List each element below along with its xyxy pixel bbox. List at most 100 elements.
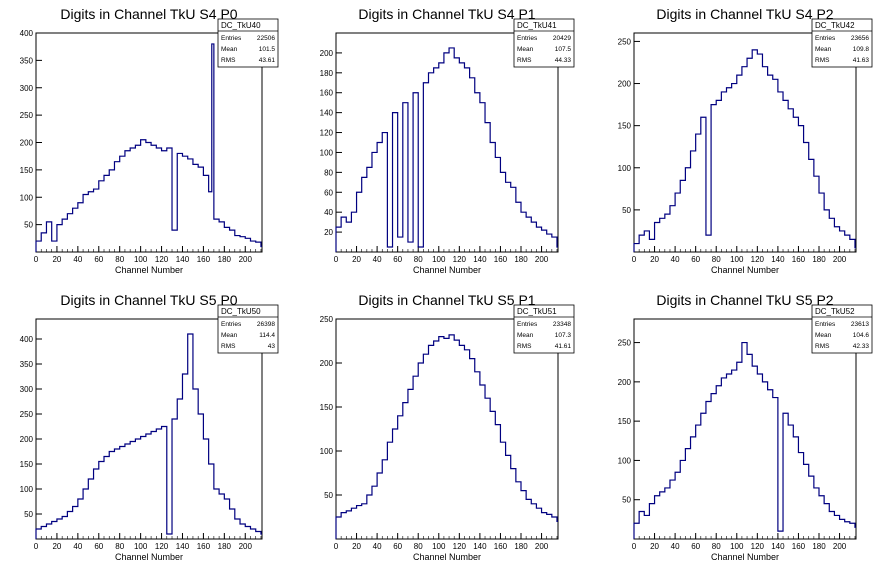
- y-tick-label: 200: [20, 139, 34, 148]
- chart-title: Digits in Channel TkU S4 P1: [358, 6, 535, 22]
- histogram-line: [633, 341, 856, 539]
- stats-box-name: DC_TkU40: [221, 21, 261, 30]
- y-tick-label: 200: [320, 359, 334, 368]
- y-tick-label: 250: [20, 410, 34, 419]
- stats-box: DC_TkU51 Entries 23348 Mean 107.3 RMS 41.61: [513, 304, 575, 354]
- y-tick-label: 250: [320, 315, 334, 324]
- y-tick-label: 50: [622, 496, 631, 505]
- x-tick-label: 20: [650, 542, 659, 551]
- stats-row-value: 22506: [257, 35, 275, 42]
- stats-row-value: 101.5: [259, 46, 276, 53]
- histogram-panel-3: Digits in Channel TkU S5 P0 0 20 40 60 80 100 1…: [20, 292, 279, 562]
- y-tick-label: 50: [324, 491, 333, 500]
- chart-title: Digits in Channel TkU S4 P0: [60, 6, 237, 22]
- stats-row-value: 114.4: [259, 332, 275, 339]
- histogram-line: [335, 47, 558, 252]
- x-tick-label: 80: [414, 542, 423, 551]
- x-tick-label: 160: [494, 255, 508, 264]
- y-tick-label: 150: [618, 122, 632, 131]
- stats-box-name: DC_TkU42: [815, 21, 855, 30]
- stats-row-label: RMS: [517, 343, 532, 350]
- stats-row-label: Mean: [517, 46, 534, 53]
- histogram-panel-5: Digits in Channel TkU S5 P2 0 20 40 60 80 100 1…: [618, 292, 873, 562]
- stats-row-value: 43: [268, 343, 276, 350]
- histogram-line: [335, 334, 558, 539]
- chart-title: Digits in Channel TkU S5 P2: [656, 292, 833, 308]
- x-tick-label: 20: [352, 542, 361, 551]
- stats-box-frame: [513, 18, 575, 68]
- stats-row-value: 42.33: [853, 343, 870, 350]
- stats-box: DC_TkU41 Entries 20429 Mean 107.5 RMS 44.33: [513, 18, 575, 68]
- x-tick-label: 20: [52, 255, 61, 264]
- x-tick-label: 120: [155, 542, 169, 551]
- stats-row-value: 23656: [851, 35, 869, 42]
- y-tick-label: 150: [618, 417, 632, 426]
- y-tick-label: 250: [618, 37, 632, 46]
- stats-row-value: 104.6: [853, 332, 870, 339]
- y-tick-label: 180: [320, 69, 334, 78]
- stats-row-value: 43.61: [259, 57, 276, 64]
- histogram-panel-0: Digits in Channel TkU S4 P0 0 20 40 60 80 100 1…: [20, 6, 279, 275]
- histogram-panel-1: Digits in Channel TkU S4 P1 0 20 40 60 80 100 1…: [320, 6, 575, 275]
- x-tick-label: 120: [155, 255, 169, 264]
- x-tick-label: 160: [197, 255, 211, 264]
- y-tick-label: 120: [320, 129, 334, 138]
- plot-frame: [633, 318, 857, 540]
- x-tick-label: 100: [134, 542, 148, 551]
- x-axis-label: Channel Number: [115, 265, 183, 275]
- x-tick-label: 180: [218, 255, 232, 264]
- stats-row-label: Mean: [517, 332, 534, 339]
- y-tick-label: 100: [20, 485, 34, 494]
- stats-row-value: 109.8: [853, 46, 870, 53]
- stats-row-label: Entries: [221, 35, 242, 42]
- x-tick-label: 40: [73, 542, 82, 551]
- y-tick-label: 140: [320, 109, 334, 118]
- x-tick-label: 80: [115, 255, 124, 264]
- y-tick-label: 250: [618, 339, 632, 348]
- stats-row-label: RMS: [815, 57, 830, 64]
- stats-row-label: RMS: [221, 343, 236, 350]
- plot-frame: [335, 32, 559, 253]
- x-tick-label: 160: [792, 542, 806, 551]
- y-tick-label: 300: [20, 385, 34, 394]
- histogram-panel-2: Digits in Channel TkU S4 P2 0 20 40 60 80 100 1…: [618, 6, 873, 275]
- stats-row-value: 23348: [553, 321, 571, 328]
- stats-row-label: RMS: [221, 57, 236, 64]
- stats-row-label: Entries: [517, 35, 538, 42]
- y-tick-label: 150: [20, 166, 34, 175]
- x-tick-label: 200: [535, 255, 549, 264]
- stats-box: DC_TkU42 Entries 23656 Mean 109.8 RMS 41.63: [811, 18, 873, 68]
- y-tick-label: 350: [20, 56, 34, 65]
- x-tick-label: 100: [134, 255, 148, 264]
- x-tick-label: 180: [514, 542, 528, 551]
- x-tick-label: 200: [833, 542, 847, 551]
- stats-box-frame: [513, 304, 575, 354]
- stats-box-frame: [217, 18, 279, 68]
- stats-row-label: Entries: [517, 321, 538, 328]
- stats-row-label: Mean: [221, 46, 238, 53]
- stats-box: DC_TkU50 Entries 26398 Mean 114.4 RMS 43: [217, 304, 279, 354]
- stats-row-value: 41.61: [555, 343, 572, 350]
- stats-row-label: RMS: [815, 343, 830, 350]
- y-tick-label: 50: [622, 206, 631, 215]
- y-tick-label: 200: [618, 80, 632, 89]
- x-tick-label: 180: [218, 542, 232, 551]
- x-axis-label: Channel Number: [115, 552, 183, 562]
- stats-box-name: DC_TkU51: [517, 307, 557, 316]
- plot-frame: [633, 32, 857, 253]
- x-tick-label: 140: [176, 255, 190, 264]
- histogram-panel-4: Digits in Channel TkU S5 P1 0 20 40 60 80 100 1…: [320, 292, 575, 562]
- x-tick-label: 120: [453, 255, 467, 264]
- x-tick-label: 60: [393, 542, 402, 551]
- stats-row-value: 20429: [553, 35, 571, 42]
- x-tick-label: 60: [393, 255, 402, 264]
- x-tick-label: 140: [176, 542, 190, 551]
- x-tick-label: 40: [373, 255, 382, 264]
- x-tick-label: 120: [751, 255, 765, 264]
- stats-box: DC_TkU52 Entries 23613 Mean 104.6 RMS 42.33: [811, 304, 873, 354]
- x-axis-label: Channel Number: [711, 265, 779, 275]
- y-tick-label: 40: [324, 208, 333, 217]
- stats-box: DC_TkU40 Entries 22506 Mean 101.5 RMS 43.61: [217, 18, 279, 68]
- x-axis-label: Channel Number: [413, 552, 481, 562]
